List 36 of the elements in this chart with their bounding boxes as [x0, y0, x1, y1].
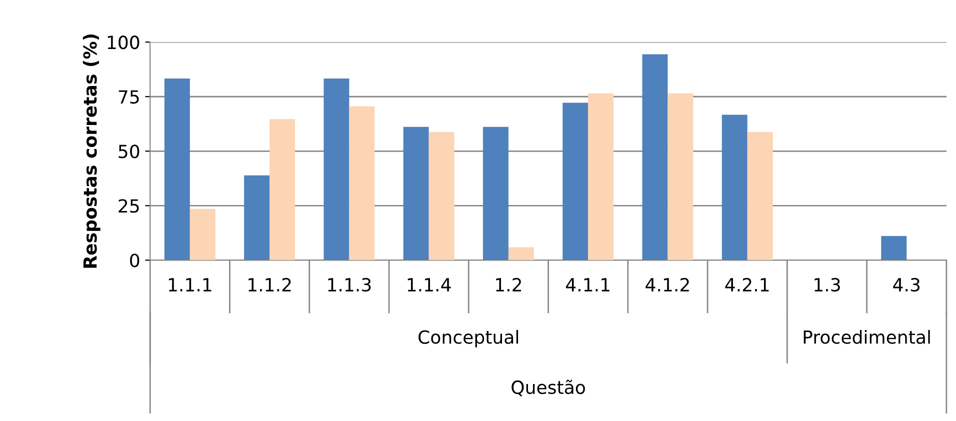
y-tick-label: 25: [118, 199, 139, 213]
x-tick-label: 4.3: [893, 278, 920, 292]
y-tick-label: 100: [108, 36, 140, 50]
bar: [190, 208, 216, 260]
bar: [428, 132, 454, 260]
x-tick-label: 4.2.1: [725, 278, 769, 292]
x-axis-title: Questão: [512, 380, 585, 396]
y-tick-label: 75: [118, 90, 139, 104]
bar: [403, 126, 429, 260]
y-tick-label: 50: [118, 144, 140, 158]
x-tick-label: 1.1.3: [328, 278, 371, 292]
x-tick-label: 1.3: [814, 278, 840, 292]
y-tick-label: 0: [130, 254, 140, 268]
bar: [668, 93, 694, 260]
bar: [324, 78, 350, 260]
bar: [722, 114, 748, 260]
bar: [164, 78, 190, 260]
bar: [349, 106, 375, 260]
x-tick-label: 1.1.1: [168, 278, 212, 292]
bar: [482, 126, 508, 260]
x-tick-label: 1.2: [496, 278, 521, 292]
bar: [642, 54, 668, 260]
bar: [270, 119, 296, 260]
text: Conceptual: [418, 330, 518, 348]
bar: [747, 132, 773, 260]
x-tick-label: 4.1.1: [566, 278, 610, 292]
y-axis-title: Respostas corretas (%): [82, 34, 100, 268]
x-tick-label: 4.1.2: [646, 278, 689, 292]
bar: [881, 236, 907, 260]
x-tick-label: 1.1.4: [408, 278, 451, 292]
bar: [508, 247, 534, 260]
bar: [562, 102, 588, 260]
bar: [588, 93, 614, 260]
bar: [244, 175, 270, 260]
text: Procedimental: [804, 330, 930, 344]
x-tick-label: 1.1.2: [248, 278, 291, 292]
